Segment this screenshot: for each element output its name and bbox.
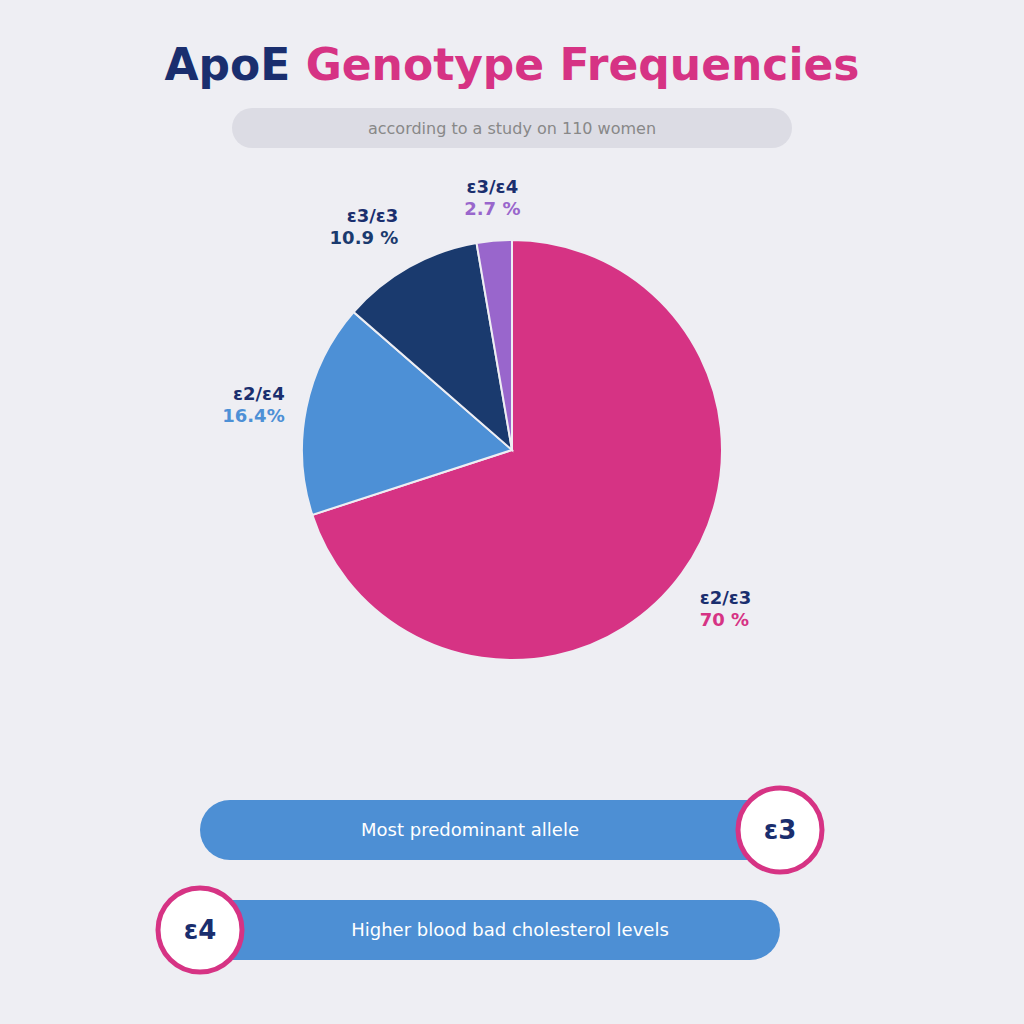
background <box>0 0 1024 1024</box>
title-part: Genotype Frequencies <box>290 39 859 90</box>
slice-label: ε2/ε3 <box>700 587 752 608</box>
data-label: 16.4% <box>222 405 284 426</box>
annotation: Most predominant allele ε3 <box>200 788 822 872</box>
annotation-bar <box>200 900 780 960</box>
title: ApoE Genotype Frequencies <box>164 39 859 90</box>
annotation-text: Most predominant allele <box>361 819 579 840</box>
pie-labels: ε2/ε370 % ε2/ε416.4% ε3/ε310.9 % ε3/ε42.7 % <box>222 176 751 631</box>
data-label: 70 % <box>700 609 749 630</box>
chart-container: ApoE Genotype Frequencies according to a … <box>0 0 1024 1024</box>
slice-label: ε3/ε3 <box>347 205 399 226</box>
subtitle: according to a study on 110 women <box>368 119 656 138</box>
subtitle-pill <box>232 108 792 148</box>
pie <box>302 240 722 660</box>
annotation-circle <box>158 888 242 972</box>
annotation-circle <box>738 788 822 872</box>
annotation-bar <box>200 800 780 860</box>
annotation-symbol: ε3 <box>764 815 797 845</box>
data-label: 2.7 % <box>464 198 520 219</box>
chart-svg: ApoE Genotype Frequencies according to a … <box>0 0 1024 1024</box>
title-part: ApoE <box>164 39 290 90</box>
annotation-text: Higher blood bad cholesterol levels <box>351 919 669 940</box>
annotation: Higher blood bad cholesterol levels ε4 <box>158 888 780 972</box>
data-label: 10.9 % <box>330 227 399 248</box>
pie-slice <box>477 240 512 450</box>
slice-label: ε3/ε4 <box>467 176 519 197</box>
slice-label: ε2/ε4 <box>233 383 285 404</box>
annotation-symbol: ε4 <box>184 915 217 945</box>
